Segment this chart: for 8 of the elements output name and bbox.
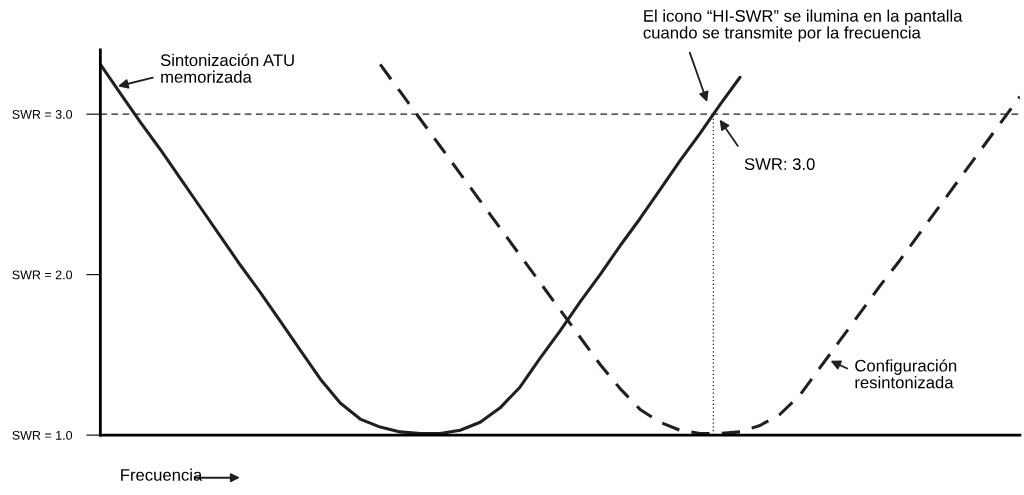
annotation: SWR: 3.0 <box>744 158 815 170</box>
y-tick-label: SWR = 3.0 <box>12 109 73 119</box>
y-tick-label: SWR = 2.0 <box>12 270 73 280</box>
annotation: Configuración resintonizada <box>855 359 957 389</box>
y-tick-label: SWR = 1.0 <box>12 430 73 440</box>
x-axis-title: Frecuencia <box>121 468 203 481</box>
annotation: Sintonización ATU memorizada <box>160 53 294 83</box>
text: El icono “HI-SWR” se ilumina en la pantalla cuando se transmite por la frecuencia <box>643 9 963 42</box>
